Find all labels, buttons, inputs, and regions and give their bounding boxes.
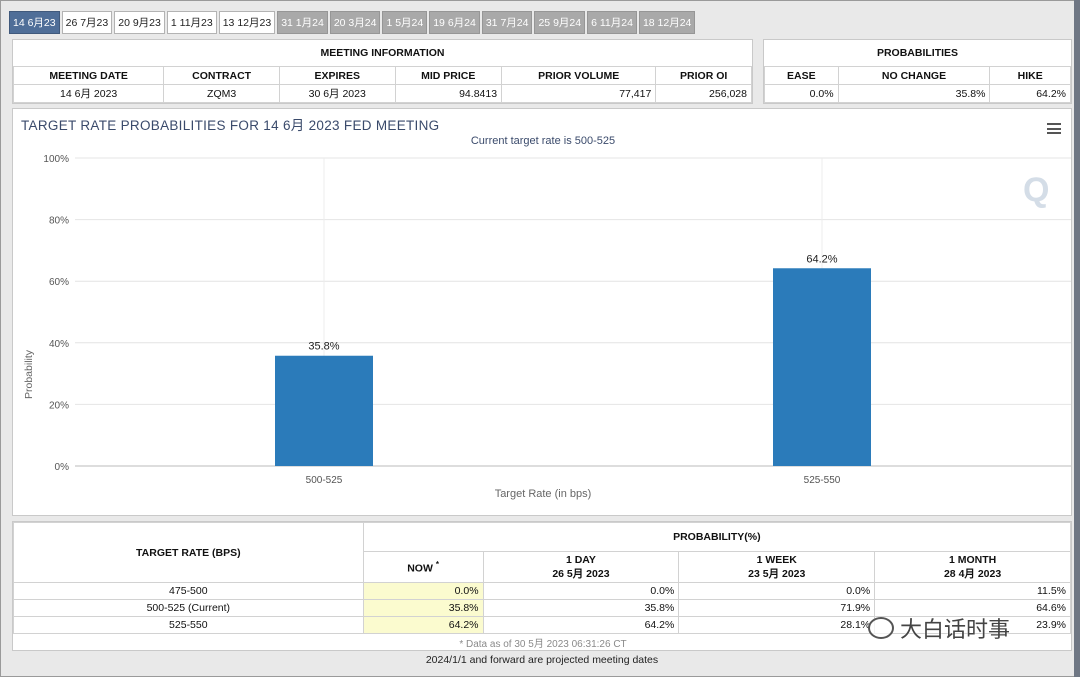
x-tick-label: 500-525	[306, 475, 343, 486]
meeting-values-2: 30 6月 2023	[278, 84, 396, 103]
probability-cell: 35.8%	[362, 599, 484, 617]
tab-meeting-4[interactable]: 13 12月23	[218, 11, 276, 34]
probabilities-title: PROBABILITIES	[876, 47, 959, 59]
wechat-watermark: 大白话时事	[868, 612, 1010, 644]
probability-cell: 0.0%	[678, 582, 876, 600]
meeting-values-0: 14 6月 2023	[12, 84, 165, 103]
hamburger-menu-icon[interactable]	[1047, 123, 1061, 134]
meeting-headers-5: PRIOR OI	[655, 66, 752, 85]
table-row: 475-500 0.0% 0.0% 0.0% 11.5%	[13, 582, 1071, 600]
y-tick-label: 100%	[43, 154, 69, 165]
probabilities-table: EASE NO CHANGE HIKE 0.0% 35.8% 64.2%	[764, 66, 1071, 103]
probabilities-values-0: 0.0%	[764, 84, 839, 103]
data-label: 64.2%	[806, 253, 837, 265]
probability-chart: TARGET RATE PROBABILITIES FOR 14 6月 2023…	[12, 108, 1072, 516]
tab-meeting-8[interactable]: 19 6月24	[429, 11, 480, 34]
prob-col-label: 1 MONTH	[948, 553, 997, 566]
target-rate-cell: 525-550	[13, 616, 364, 634]
probabilities-panel: PROBABILITIES EASE NO CHANGE HIKE 0.0% 35.8…	[763, 39, 1072, 104]
y-tick-label: 20%	[49, 400, 69, 411]
tab-meeting-12[interactable]: 18 12月24	[638, 11, 696, 34]
y-tick-label: 40%	[49, 339, 69, 350]
probability-cell: 64.2%	[362, 616, 484, 634]
projected-dates-footer: 2024/1/1 and forward are projected meeti…	[425, 654, 659, 666]
prob-col-date: 28 4月 2023	[943, 567, 1002, 580]
prob-col-header-3: 1 MONTH 28 4月 2023	[874, 551, 1071, 583]
meeting-headers-2: EXPIRES	[278, 66, 396, 85]
tab-meeting-6[interactable]: 20 3月24	[329, 11, 381, 34]
tab-meeting-2[interactable]: 20 9月23	[114, 11, 165, 34]
target-rate-cell: 475-500	[13, 582, 364, 600]
meeting-info-title: MEETING INFORMATION	[320, 47, 445, 59]
scrollbar[interactable]	[1074, 0, 1080, 677]
rate-probability-panel: TARGET RATE (BPS) PROBABILITY(%) NOW * 1 …	[12, 521, 1072, 651]
meeting-headers-1: CONTRACT	[163, 66, 280, 85]
y-axis-title: Probability	[23, 349, 35, 399]
meeting-tabs: 14 6月23 26 7月23 20 9月23 1 11月23 13 12月23 31 1…	[9, 11, 696, 34]
chart-subtitle: Current target rate is 500-525	[470, 135, 616, 147]
tab-meeting-5[interactable]: 31 1月24	[277, 11, 328, 34]
table-row: 525-550 64.2% 64.2% 28.1% 23.9%	[13, 616, 1071, 634]
probabilities-headers-0: EASE	[764, 66, 839, 85]
data-label: 35.8%	[308, 341, 339, 353]
chart-title: TARGET RATE PROBABILITIES FOR 14 6月 2023…	[21, 118, 440, 133]
meeting-info-panel: MEETING INFORMATION MEETING DATE CONTRACT…	[12, 39, 753, 104]
meeting-info-table: MEETING DATE CONTRACT EXPIRES MID PRICE PRIO…	[12, 66, 752, 103]
meeting-headers-4: PRIOR VOLUME	[501, 66, 657, 85]
bar-500-525	[275, 355, 373, 466]
tab-meeting-11[interactable]: 6 11月24	[587, 11, 637, 34]
table-row: 500-525 (Current) 35.8% 35.8% 71.9% 64.6%	[13, 599, 1071, 617]
probability-cell: 28.1%	[678, 616, 876, 634]
chat-bubble-icon	[868, 617, 894, 639]
probability-cell: 11.5%	[874, 582, 1071, 600]
probability-cell: 0.0%	[482, 582, 680, 600]
prob-col-date: 23 5月 2023	[748, 567, 806, 580]
meeting-values-3: 94.8413	[394, 84, 503, 103]
bar-525-550	[773, 268, 871, 466]
prob-col-label: 1 DAY	[565, 553, 596, 566]
probabilities-headers-1: NO CHANGE	[837, 66, 991, 85]
x-tick-label: 525-550	[804, 475, 841, 486]
chart-plot: 0% 20% 40% 60% 80% 100% 35.8% 500-525 64.2% 525-5…	[43, 154, 1071, 486]
probability-cell: 35.8%	[482, 599, 680, 617]
meeting-values-5: 256,028	[655, 84, 752, 103]
meeting-headers-3: MID PRICE	[394, 66, 503, 85]
data-timestamp-note: * Data as of 30 5月 2023 06:31:26 CT	[459, 639, 627, 650]
y-tick-label: 0%	[55, 462, 70, 473]
prob-col-header-1: 1 DAY 26 5月 2023	[482, 551, 680, 583]
watermark-text: 大白话时事	[900, 618, 1011, 643]
probability-group-header: PROBABILITY(%)	[362, 522, 1072, 552]
meeting-values-1: ZQM3	[163, 84, 280, 103]
y-tick-label: 60%	[49, 277, 69, 288]
rate-probability-table: TARGET RATE (BPS) PROBABILITY(%) NOW * 1 …	[13, 522, 1072, 634]
target-rate-header: TARGET RATE (BPS)	[13, 522, 364, 583]
probabilities-values-2: 64.2%	[989, 84, 1071, 103]
meeting-headers-0: MEETING DATE	[12, 66, 165, 85]
y-tick-label: 80%	[49, 216, 69, 227]
prob-col-label: 1 WEEK	[756, 553, 797, 566]
probability-cell: 71.9%	[678, 599, 876, 617]
logo-watermark-q: Q	[1023, 171, 1050, 209]
prob-col-header-2: 1 WEEK 23 5月 2023	[678, 551, 876, 583]
tab-meeting-9[interactable]: 31 7月24	[481, 11, 533, 34]
tab-meeting-10[interactable]: 25 9月24	[534, 11, 586, 34]
probability-cell: 0.0%	[362, 582, 484, 600]
tab-meeting-7[interactable]: 1 5月24	[382, 11, 428, 34]
probabilities-headers-2: HIKE	[989, 66, 1071, 85]
prob-col-header-0: NOW *	[362, 551, 484, 583]
probability-cell: 64.2%	[482, 616, 680, 634]
x-axis-title: Target Rate (in bps)	[494, 488, 592, 500]
asterisk-mark: *	[435, 559, 439, 569]
target-rate-cell: 500-525 (Current)	[13, 599, 364, 617]
tab-meeting-0[interactable]: 14 6月23	[9, 11, 60, 34]
prob-col-label: NOW	[407, 562, 433, 575]
meeting-values-4: 77,417	[501, 84, 657, 103]
tab-meeting-3[interactable]: 1 11月23	[166, 11, 217, 34]
prob-col-date: 26 5月 2023	[552, 567, 610, 580]
tab-meeting-1[interactable]: 26 7月23	[61, 11, 113, 34]
probabilities-values-1: 35.8%	[837, 84, 991, 103]
